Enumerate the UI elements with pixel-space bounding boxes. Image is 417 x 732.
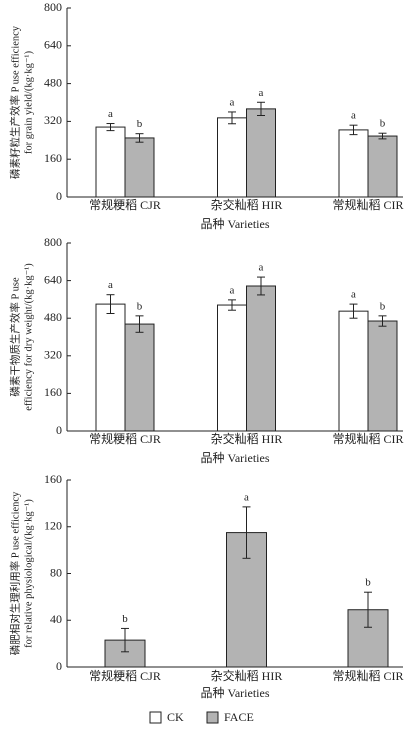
- error-bar: [257, 276, 265, 296]
- y-tick-label: 80: [50, 565, 62, 579]
- error-bar: [349, 303, 358, 319]
- y-tick-label: 800: [44, 235, 62, 249]
- x-tick-label: 常规粳稻 CJR: [89, 197, 161, 212]
- y-tick-label: 640: [44, 38, 62, 52]
- error-bar: [364, 591, 372, 628]
- bar: [367, 320, 398, 432]
- bar: [95, 303, 126, 432]
- y-tick-label: 480: [44, 75, 62, 89]
- significance-label: a: [230, 284, 235, 296]
- x-tick-label: 常规粳稻 CJR: [89, 668, 161, 683]
- legend-label: CK: [167, 710, 184, 724]
- y-tick-label: 160: [44, 385, 62, 399]
- error-bar: [228, 111, 236, 125]
- error-bar: [135, 133, 144, 143]
- y-tick-label: 640: [44, 272, 62, 286]
- y-tick-label: 160: [44, 151, 62, 165]
- error-bar: [228, 299, 236, 311]
- bar: [246, 108, 276, 198]
- error-bar: [135, 315, 144, 333]
- x-tick-label: 杂交籼稻 HIR: [211, 668, 283, 683]
- significance-label: a: [108, 108, 113, 120]
- y-tick-label: 120: [44, 519, 62, 533]
- x-tick-label: 常规籼稻 CIR: [332, 431, 403, 446]
- y-tick-label: 160: [44, 472, 62, 486]
- significance-label: b: [137, 300, 143, 312]
- significance-label: a: [230, 96, 235, 108]
- significance-label: a: [259, 262, 264, 274]
- x-axis-label: 品种 Varieties: [201, 217, 270, 231]
- x-tick-label: 杂交籼稻 HIR: [211, 431, 283, 446]
- error-bar: [121, 627, 129, 653]
- bar: [338, 310, 369, 432]
- y-axis-label: for relative physiological/(kg·kg⁻¹): [23, 499, 34, 648]
- y-tick-label: 800: [44, 0, 62, 14]
- y-tick-label: 0: [56, 659, 62, 673]
- y-tick-label: 480: [44, 310, 62, 324]
- x-tick-label: 常规粳稻 CJR: [89, 431, 161, 446]
- error-bar: [242, 506, 251, 559]
- bar: [217, 304, 247, 432]
- y-axis-label: 磷素籽粒生产效率 P use efficiency: [8, 25, 21, 179]
- y-tick-label: 0: [56, 423, 62, 437]
- bar: [217, 117, 247, 198]
- error-bar: [106, 294, 115, 314]
- error-bar: [257, 101, 265, 116]
- significance-label: a: [108, 279, 113, 291]
- x-tick-label: 常规籼稻 CIR: [332, 668, 403, 683]
- error-bar: [378, 132, 387, 140]
- error-bar: [106, 123, 115, 132]
- legend-label: FACE: [224, 710, 254, 724]
- legend-swatch: [149, 711, 162, 724]
- legend-swatch: [206, 711, 219, 724]
- significance-label: b: [380, 118, 386, 130]
- bar: [124, 323, 155, 432]
- significance-label: b: [365, 577, 371, 589]
- y-axis-label: 磷素干物质生产效率 P use: [8, 277, 21, 397]
- bar: [246, 285, 276, 432]
- significance-label: a: [351, 289, 356, 301]
- significance-label: b: [380, 300, 386, 312]
- y-tick-label: 320: [44, 113, 62, 127]
- significance-label: b: [122, 613, 128, 625]
- significance-label: b: [137, 118, 143, 130]
- bar: [338, 129, 369, 198]
- significance-label: a: [259, 87, 264, 99]
- significance-label: a: [351, 110, 356, 122]
- y-axis-label: efficiency for dry weight/(kg·kg⁻¹): [23, 263, 34, 411]
- y-axis-label: for grain yield/(kg·kg⁻¹): [23, 50, 34, 154]
- y-tick-label: 40: [50, 612, 62, 626]
- x-tick-label: 常规籼稻 CIR: [332, 197, 403, 212]
- bar: [367, 135, 398, 198]
- y-tick-label: 320: [44, 348, 62, 362]
- y-axis-label: 磷肥相对生理利用率 P use efficiency: [8, 491, 21, 655]
- x-tick-label: 杂交籼稻 HIR: [211, 197, 283, 212]
- bar: [95, 126, 126, 198]
- y-tick-label: 0: [56, 189, 62, 203]
- significance-label: a: [244, 491, 249, 503]
- x-axis-label: 品种 Varieties: [201, 686, 270, 700]
- error-bar: [378, 315, 387, 327]
- x-axis-label: 品种 Varieties: [201, 451, 270, 465]
- bar: [124, 137, 155, 198]
- error-bar: [349, 124, 358, 136]
